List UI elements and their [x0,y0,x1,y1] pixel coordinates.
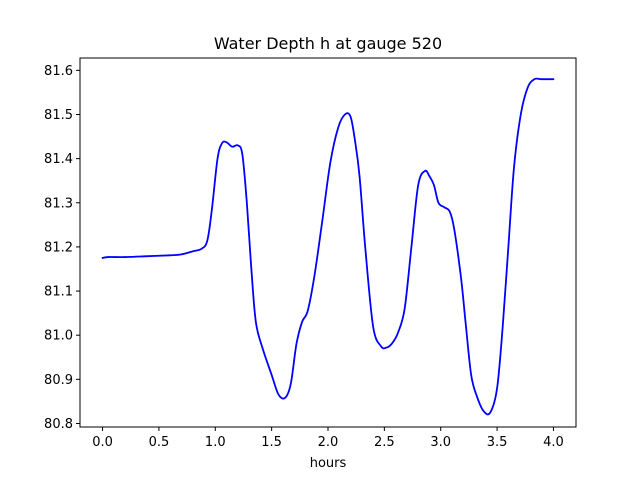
x-tick-label: 1.5 [261,435,282,450]
y-tick-label: 81.1 [44,285,73,300]
x-tick-label: 0.0 [92,435,113,450]
y-tick-label: 81.0 [44,329,73,344]
x-axis-label: hours [310,456,347,471]
x-tick-label: 3.0 [430,435,451,450]
y-tick-label: 81.5 [44,108,73,123]
y-tick-label: 81.3 [44,196,73,211]
plot-area: 0.0 0.5 1.0 1.5 2.0 2.5 3.0 3.5 4.0 80.8 80.9 81.0 8… [44,57,577,450]
x-tick-label: 2.5 [374,435,395,450]
chart-title: Water Depth h at gauge 520 [214,34,442,53]
x-tick-label: 3.5 [487,435,508,450]
x-tick-label: 1.0 [205,435,226,450]
y-tick-label: 81.6 [44,64,73,79]
y-tick-label: 80.9 [44,373,73,388]
x-tick-label: 4.0 [543,435,564,450]
x-tick-label: 2.0 [318,435,339,450]
y-tick-label: 81.4 [44,152,73,167]
y-tick-label: 81.2 [44,240,73,255]
x-tick-label: 0.5 [149,435,170,450]
y-tick-label: 80.8 [44,417,73,432]
series-line [101,77,555,416]
